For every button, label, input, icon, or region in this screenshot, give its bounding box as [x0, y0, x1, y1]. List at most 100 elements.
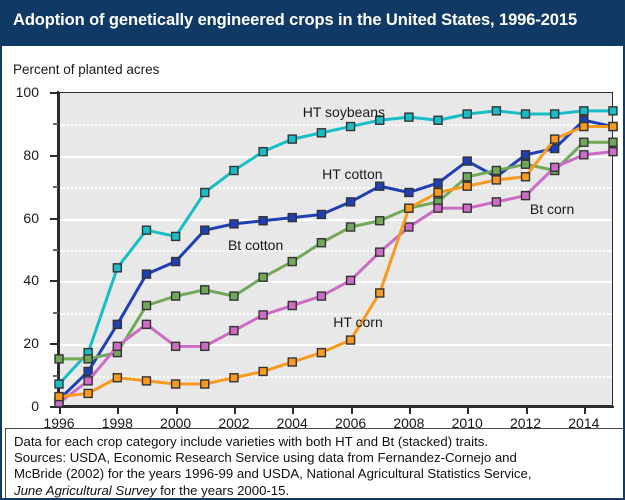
title-bar: Adoption of genetically engineered crops… — [2, 2, 623, 46]
data-point — [83, 388, 93, 399]
data-point — [345, 197, 356, 207]
y-axis-label-80: 80 — [23, 146, 39, 163]
data-point — [375, 247, 385, 257]
data-point — [316, 347, 327, 358]
data-point — [549, 162, 560, 173]
y-axis-line — [57, 91, 59, 408]
data-point — [316, 209, 327, 220]
data-point — [404, 222, 414, 232]
x-axis-label-2002: 2002 — [218, 415, 250, 431]
x-axis-label-2006: 2006 — [335, 415, 367, 431]
data-point — [404, 187, 414, 198]
footnote-line-2: Sources: USDA, Economic Research Service… — [14, 450, 517, 466]
y-tick-100 — [50, 92, 58, 94]
data-point — [287, 357, 297, 367]
y-axis-label-40: 40 — [23, 272, 39, 289]
data-point — [54, 354, 64, 364]
y-tick-60 — [50, 217, 58, 220]
footnote-line-1: Data for each crop category include vari… — [14, 434, 488, 449]
data-point — [112, 319, 123, 330]
data-point — [112, 341, 123, 352]
x-tick-2010 — [467, 407, 470, 414]
data-point — [462, 156, 472, 166]
data-point — [200, 187, 210, 198]
y-axis-label-0: 0 — [31, 398, 39, 414]
data-point — [200, 285, 210, 295]
series-annotation-ht-soybeans: HT soybeans — [302, 103, 385, 120]
data-point — [608, 106, 618, 116]
data-point — [316, 128, 327, 138]
x-axis-label-1998: 1998 — [101, 415, 133, 431]
data-point — [258, 366, 268, 377]
y-axis-label-20: 20 — [23, 335, 39, 352]
data-point — [491, 165, 502, 176]
data-point — [345, 275, 356, 286]
data-point — [258, 146, 268, 157]
data-point — [462, 109, 472, 119]
series-annotation-ht-cotton: HT cotton — [322, 166, 383, 183]
data-point — [433, 115, 443, 125]
data-point — [316, 291, 327, 301]
series-bt-corn — [54, 146, 618, 408]
data-point — [54, 379, 64, 389]
data-point — [491, 106, 502, 116]
data-point — [229, 291, 239, 301]
data-point — [141, 319, 152, 330]
data-point — [375, 181, 385, 191]
footnote-line-4-rest: for the years 2000-15. — [156, 482, 290, 498]
data-point — [520, 172, 531, 182]
data-point — [258, 310, 268, 320]
data-point — [316, 238, 327, 248]
data-point — [83, 366, 93, 377]
data-point — [229, 219, 239, 229]
series-line — [57, 118, 615, 402]
data-point — [287, 134, 297, 144]
x-axis-label-2014: 2014 — [568, 415, 600, 431]
data-point — [287, 256, 297, 267]
y-tick-20 — [50, 343, 58, 346]
data-point — [83, 354, 93, 364]
data-point — [170, 379, 181, 389]
data-point — [579, 137, 589, 147]
y-axis-label-60: 60 — [23, 209, 39, 226]
data-point — [608, 121, 618, 132]
data-point — [491, 197, 502, 207]
data-point — [170, 291, 181, 301]
footnote-source-publication: June Agricultural Survey — [14, 482, 157, 498]
data-point — [579, 106, 589, 116]
page-title: Adoption of genetically engineered crops… — [13, 11, 578, 29]
x-tick-2012 — [525, 407, 528, 414]
data-point — [170, 256, 181, 267]
chart-panel: Percent of planted acres 0 20 40 60 80 100 199… — [5, 48, 623, 430]
data-point — [200, 225, 210, 235]
series-annotation-bt-cotton: Bt cotton — [227, 237, 284, 253]
data-point — [141, 269, 152, 279]
x-axis-label-2008: 2008 — [393, 415, 425, 431]
data-point — [141, 225, 152, 235]
y-tick-40 — [50, 280, 58, 283]
data-point — [433, 203, 443, 213]
data-point — [258, 272, 268, 282]
data-point — [520, 150, 531, 160]
data-point — [229, 165, 239, 176]
y-tick-80 — [50, 154, 58, 157]
data-point — [549, 134, 560, 144]
data-point — [112, 263, 123, 273]
data-point — [462, 181, 472, 191]
x-axis-label-2004: 2004 — [276, 415, 308, 431]
series-line — [57, 109, 615, 386]
data-point — [579, 150, 589, 160]
footnote-text: Data for each crop category include vari… — [14, 434, 618, 498]
data-point — [112, 373, 123, 383]
data-point — [433, 187, 443, 198]
data-point — [287, 212, 297, 223]
data-point — [83, 376, 93, 386]
data-point — [258, 216, 268, 226]
data-point — [462, 172, 472, 182]
series-line — [57, 125, 615, 399]
y-tick-minor-10 — [53, 374, 58, 377]
y-axis-title: Percent of planted acres — [13, 62, 160, 77]
y-tick-minor-70 — [53, 186, 58, 189]
data-point — [549, 109, 560, 119]
